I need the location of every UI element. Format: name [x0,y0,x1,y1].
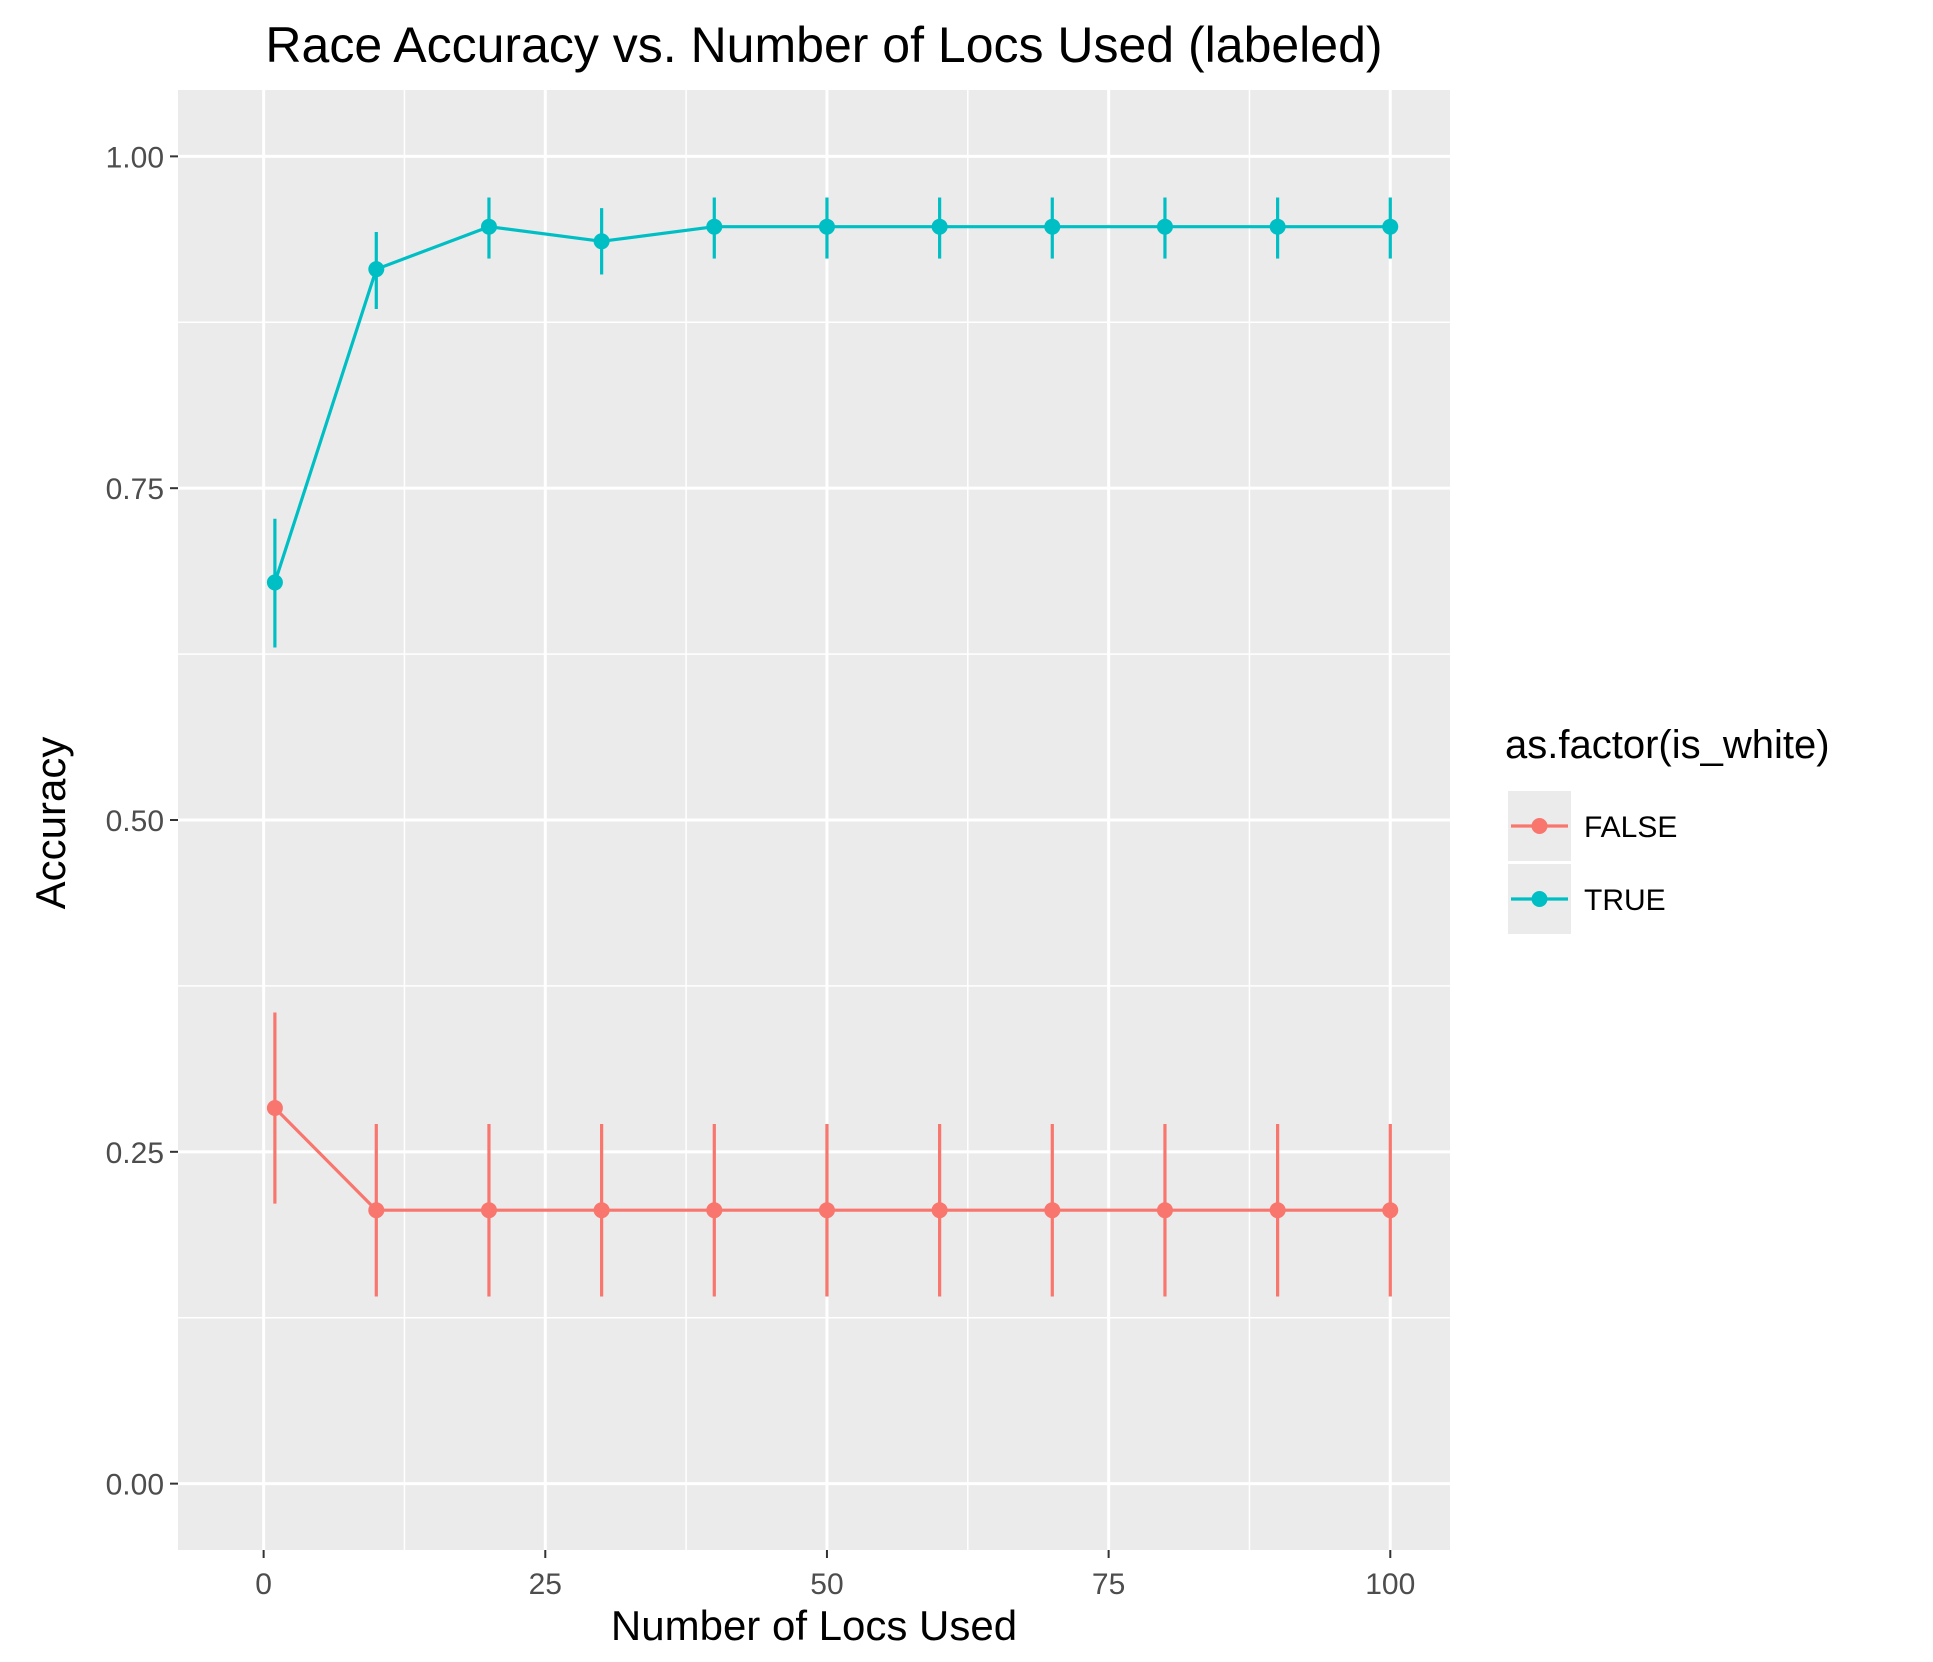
legend-item-true: TRUE [1506,862,1666,936]
data-point-false [1044,1202,1061,1219]
data-point-true [266,574,283,591]
x-tick-label: 100 [1365,1568,1415,1601]
y-tick-label: 1.00 [106,141,164,174]
legend-key-point [1531,891,1548,907]
legend-key-point [1531,818,1548,834]
data-point-false [1269,1202,1286,1219]
data-point-false [266,1100,283,1117]
x-tick-label: 50 [810,1568,843,1601]
data-point-false [706,1202,723,1219]
x-tick-label: 0 [255,1568,272,1601]
data-point-false [368,1202,385,1219]
series-true [266,197,1399,648]
data-point-true [931,218,948,235]
legend-label-false: FALSE [1584,811,1677,844]
data-point-true [818,218,835,235]
data-point-true [1044,218,1061,235]
grid-lines [178,90,1450,1550]
data-point-true [1156,218,1173,235]
data-point-false [480,1202,497,1219]
series-layer [266,197,1399,1297]
x-tick-label: 25 [529,1568,562,1601]
data-point-true [480,218,497,235]
x-axis-title: Number of Locs Used [611,1602,1017,1649]
data-point-true [706,218,723,235]
y-tick-label: 0.25 [106,1137,164,1170]
data-point-false [818,1202,835,1219]
axis-ticks: 0 25 50 75 100 0.00 0.25 0.50 0.75 1.00 [106,141,1416,1601]
data-point-false [1382,1202,1399,1219]
data-point-false [593,1202,610,1219]
legend-title: as.factor(is_white) [1505,723,1830,767]
data-point-true [1382,218,1399,235]
x-tick-label: 75 [1092,1568,1125,1601]
data-point-true [1269,218,1286,235]
legend: as.factor(is_white) FALSE TRUE [1505,723,1830,936]
data-point-false [931,1202,948,1219]
data-point-true [593,233,610,250]
legend-item-false: FALSE [1506,789,1677,863]
y-axis-title: Accuracy [27,737,74,910]
series-false [266,1012,1399,1297]
y-tick-label: 0.50 [106,805,164,838]
y-tick-label: 0.00 [106,1469,164,1502]
chart-title: Race Accuracy vs. Number of Locs Used (l… [265,17,1382,73]
legend-label-true: TRUE [1584,884,1666,917]
y-tick-label: 0.75 [106,473,164,506]
legend-keys: FALSE TRUE [1506,789,1677,936]
data-point-true [368,261,385,278]
data-point-false [1156,1202,1173,1219]
